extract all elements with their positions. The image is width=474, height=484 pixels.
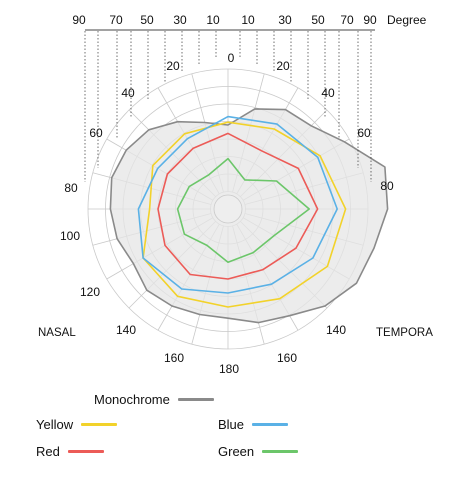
top-scale-tick: 70 (340, 13, 354, 27)
legend-label-green: Green (218, 444, 255, 459)
angle-label: 0 (228, 51, 235, 65)
unit-label: Degree (387, 13, 427, 27)
top-scale-tick: 90 (363, 13, 377, 27)
legend-swatch-green (262, 450, 299, 453)
angle-label: 80 (380, 179, 394, 193)
angle-label: 140 (326, 323, 346, 337)
legend-monochrome: Monochrome (94, 392, 214, 407)
angle-label: 140 (116, 323, 136, 337)
angle-label: 60 (89, 126, 103, 140)
legend-swatch-blue (252, 423, 289, 426)
legend-label-red: Red (36, 444, 60, 459)
angle-label: 180 (219, 362, 239, 376)
legend-label-yellow: Yellow (36, 417, 74, 432)
top-scale-tick: 50 (311, 13, 325, 27)
top-scale-tick: 30 (278, 13, 292, 27)
angle-label: 80 (64, 181, 78, 195)
legend-label-blue: Blue (218, 417, 245, 432)
legend-green: Green (218, 444, 299, 459)
angle-label: 120 (80, 285, 100, 299)
top-scale-tick: 50 (140, 13, 154, 27)
side-label-tempora: TEMPORA (376, 327, 433, 339)
top-scale-tick: 70 (109, 13, 123, 27)
series-yellow (142, 121, 347, 308)
top-scale-tick: 30 (173, 13, 187, 27)
angle-label: 100 (60, 229, 80, 243)
legend-swatch-monochrome (177, 398, 214, 401)
angle-label: 40 (321, 86, 335, 100)
angle-label: 60 (357, 126, 371, 140)
angle-label: 160 (277, 351, 297, 365)
legend-swatch-red (67, 450, 104, 453)
center-disk (213, 194, 243, 224)
series-blue (137, 115, 339, 294)
legend-swatch-yellow (81, 423, 118, 426)
angle-label: 40 (121, 86, 135, 100)
series-red (157, 132, 319, 280)
series-green (176, 157, 311, 264)
side-label-nasal: NASAL (38, 327, 76, 339)
legend-red: Red (36, 444, 104, 459)
top-scale-tick: 10 (206, 13, 220, 27)
angle-label: 160 (164, 351, 184, 365)
angle-label: 20 (276, 59, 290, 73)
top-scale-tick: 10 (241, 13, 255, 27)
legend-yellow: Yellow (36, 417, 118, 432)
angle-label: 20 (166, 59, 180, 73)
legend-blue: Blue (218, 417, 289, 432)
legend-label-monochrome: Monochrome (94, 392, 170, 407)
top-scale-tick: 90 (72, 13, 86, 27)
